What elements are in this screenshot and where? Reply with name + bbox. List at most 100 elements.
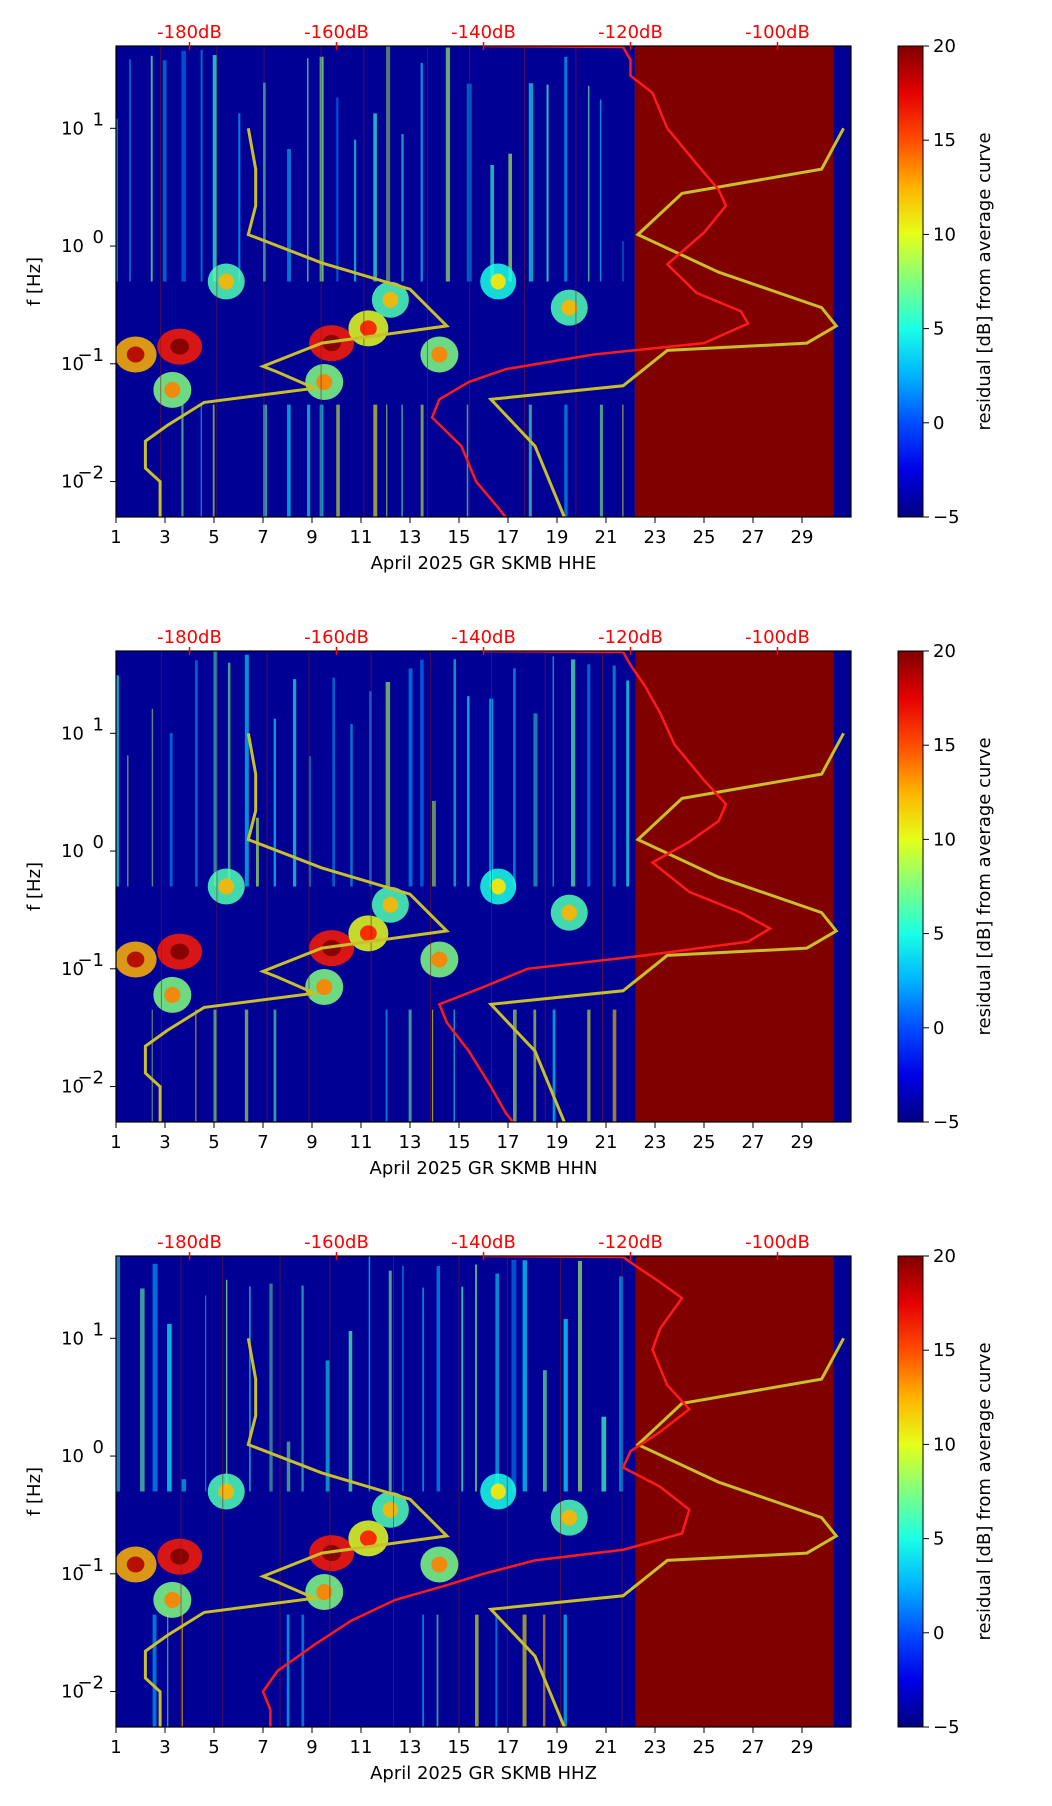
y-tick-label: 10: [61, 1682, 84, 1703]
spectrogram-blob-core: [490, 273, 506, 290]
spectrogram-streak: [542, 1370, 547, 1492]
spectrogram-blob-core: [382, 291, 399, 308]
x-tick-label: 27: [742, 527, 765, 548]
spectrogram-blob-core: [218, 1483, 235, 1500]
y-tick-label: 10: [61, 236, 84, 257]
y-tick-label: 10: [61, 841, 84, 862]
x-tick-label: 21: [595, 1132, 618, 1153]
spectrogram-streak: [116, 675, 119, 887]
x-tick-label: 15: [448, 527, 471, 548]
colorbar-tick-label: 10: [933, 829, 956, 850]
colorbar-tick-label: 0: [933, 1623, 944, 1644]
top-axis-label: -160dB: [304, 1232, 369, 1253]
spectrogram-low-streak: [301, 1614, 305, 1727]
spectrogram-streak: [570, 659, 576, 887]
spectrogram-blob-core: [164, 1591, 181, 1608]
y-tick-label: 10: [61, 354, 84, 375]
spectrogram-blob-core: [170, 943, 190, 960]
x-tick-label: 11: [350, 1132, 373, 1153]
x-tick-label: 25: [693, 1737, 716, 1758]
spectrogram-low-streak: [336, 404, 340, 517]
x-tick-label: 19: [546, 1132, 569, 1153]
colorbar-label: residual [dB] from average curve: [974, 1342, 995, 1640]
spectrogram-low-streak: [453, 1009, 455, 1122]
y-tick-label: 10: [61, 472, 84, 493]
top-axis-label: -160dB: [304, 627, 369, 648]
x-tick-label: 27: [742, 1737, 765, 1758]
high-noise-model-curve: [487, 732, 845, 1122]
spectrogram-streak: [127, 755, 129, 887]
spectrogram-blob-core: [218, 878, 235, 895]
high-noise-model-curve: [487, 1337, 845, 1727]
y-tick-exponent: 0: [93, 227, 104, 248]
spectrogram-streak: [420, 659, 424, 887]
y-tick-exponent: −2: [77, 463, 104, 484]
spectrogram-streak: [453, 659, 457, 887]
x-tick-label: 5: [208, 527, 219, 548]
spectrogram-streak: [402, 1265, 404, 1492]
spectrogram-streak: [306, 58, 309, 282]
spectrogram-streak: [461, 1286, 464, 1492]
x-tick-label: 11: [350, 1737, 373, 1758]
top-axis-label: -180dB: [157, 627, 222, 648]
spectrogram-blob-core: [126, 1556, 145, 1573]
spectrogram-streak: [292, 679, 297, 887]
x-tick-label: 29: [791, 1737, 814, 1758]
spectrogram-low-streak: [373, 404, 378, 517]
spectrogram-low-streak: [212, 404, 215, 517]
spectrogram-streak: [348, 1330, 353, 1492]
spectrogram-blob-core: [316, 1584, 333, 1601]
spectrogram-streak: [533, 713, 538, 887]
colorbar-tick-label: 20: [933, 36, 956, 57]
x-tick-label: 9: [306, 1737, 317, 1758]
y-tick-exponent: 0: [93, 1437, 104, 1458]
x-tick-label: 19: [546, 527, 569, 548]
spectrogram-streak: [332, 677, 336, 887]
colorbar-tick-label: −5: [933, 1112, 960, 1133]
psd-curve: [430, 46, 750, 517]
x-tick-label: 17: [497, 1737, 520, 1758]
spectrogram-low-streak: [513, 1009, 517, 1122]
spectrogram-low-streak: [436, 1614, 439, 1727]
spectrogram-streak: [151, 708, 154, 887]
spectrogram-low-streak: [431, 1009, 434, 1122]
x-axis-label: April 2025 GR SKMB HHN: [370, 1158, 598, 1179]
spectrogram-low-streak: [475, 1614, 479, 1727]
top-axis-label: -120dB: [598, 22, 663, 43]
x-tick-label: 1: [110, 1132, 121, 1153]
spectrogram-low-streak: [263, 404, 268, 517]
x-tick-label: 13: [399, 1132, 422, 1153]
y-tick-label: 10: [61, 118, 84, 139]
x-tick-label: 23: [644, 1737, 667, 1758]
colorbar-label: residual [dB] from average curve: [974, 132, 995, 430]
spectrogram-low-streak: [422, 1614, 424, 1727]
spectrogram-blob-core: [316, 374, 333, 391]
spectrogram-low-streak: [244, 1009, 249, 1122]
colorbar-tick-label: −5: [933, 507, 960, 528]
spectrogram-streak: [466, 83, 472, 282]
spectrogram-streak: [422, 1287, 425, 1492]
y-axis-label: f [Hz]: [24, 862, 45, 911]
spectrogram-blob-core: [164, 381, 181, 398]
top-axis-label: -140dB: [451, 627, 516, 648]
spectrogram-streak: [408, 668, 413, 887]
spectrogram-streak: [368, 1256, 371, 1492]
spectrogram-streak: [546, 84, 549, 282]
spectrogram-streak: [508, 153, 512, 282]
x-tick-label: 25: [693, 1132, 716, 1153]
spectrogram-blob-core: [561, 904, 578, 921]
colorbar-tick-label: 15: [933, 735, 956, 756]
spectrogram-panel-hhe: 1 3 5 7 9 11 13 15 17 19 21 23 25 27 29 10 −2 10 −1 10 0 10 1-…: [0, 0, 1052, 580]
x-tick-label: 15: [448, 1737, 471, 1758]
x-tick-label: 13: [399, 1737, 422, 1758]
spectrogram-streak: [385, 681, 391, 887]
spectrogram-panel-hhn: 1 3 5 7 9 11 13 15 17 19 21 23 25 27 29 10 −2 10 −1 10 0 10 1-…: [0, 605, 1052, 1185]
top-axis-label: -140dB: [451, 1232, 516, 1253]
y-tick-label: 10: [61, 1328, 84, 1349]
spectrogram-blob-core: [316, 979, 333, 996]
spectrogram-streak: [373, 113, 377, 282]
spectrogram-streak: [181, 1479, 187, 1492]
spectrogram-streak: [116, 118, 118, 282]
